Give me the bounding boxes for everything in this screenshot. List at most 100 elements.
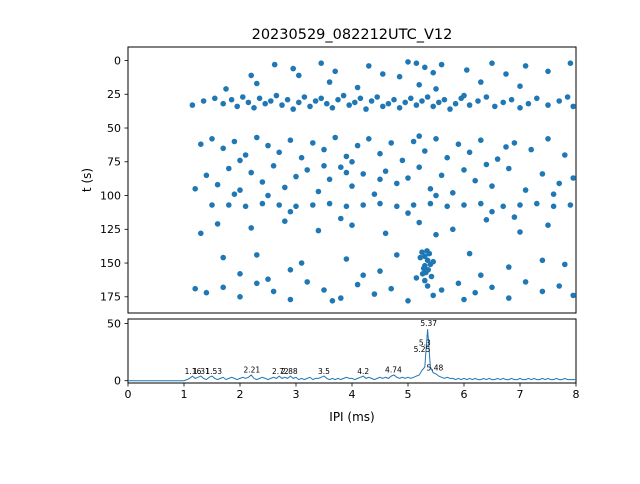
scatter-point <box>517 83 523 89</box>
scatter-point <box>570 175 576 181</box>
scatter-point <box>242 203 249 210</box>
scatter-point <box>562 152 568 158</box>
scatter-point <box>413 275 420 281</box>
y-tick-label: 25 <box>107 88 121 101</box>
scatter-point <box>240 94 246 100</box>
scatter-point <box>312 98 319 104</box>
scatter-point <box>430 103 437 110</box>
scatter-point <box>256 95 263 102</box>
scatter-point <box>410 202 417 208</box>
scatter-point <box>253 134 260 141</box>
scatter-point <box>363 106 369 112</box>
scatter-point <box>343 256 350 262</box>
scatter-point <box>276 202 283 208</box>
scatter-point <box>489 60 495 66</box>
scatter-point <box>483 161 490 168</box>
scatter-point <box>189 102 196 108</box>
scatter-point <box>483 94 490 100</box>
scatter-point <box>506 295 512 301</box>
scatter-point <box>360 272 367 279</box>
x-tick-label: 4 <box>349 388 356 401</box>
scatter-point <box>248 72 254 79</box>
scatter-point <box>307 103 313 110</box>
x-axis-label: IPI (ms) <box>329 410 374 424</box>
scatter-point <box>231 191 238 197</box>
scatter-point <box>287 296 294 303</box>
scatter-point <box>441 96 448 103</box>
scatter-point <box>290 65 297 72</box>
scatter-point <box>214 221 221 227</box>
scatter-point <box>377 200 383 207</box>
scatter-point <box>326 79 333 85</box>
scatter-point <box>567 60 574 66</box>
scatter-point <box>478 200 484 207</box>
scatter-point <box>237 187 243 193</box>
scatter-point <box>354 281 361 288</box>
scatter-point <box>287 267 294 273</box>
scatter-point <box>428 273 435 280</box>
scatter-point <box>455 141 462 147</box>
scatter-point <box>427 200 434 207</box>
scatter-point <box>304 167 311 173</box>
scatter-point <box>270 288 277 295</box>
scatter-point <box>416 164 423 170</box>
scatter-point <box>413 102 420 108</box>
scatter-point <box>388 285 395 292</box>
scatter-point <box>360 202 367 208</box>
scatter-point <box>396 73 403 80</box>
scatter-point <box>511 140 518 146</box>
scatter-point <box>492 103 498 110</box>
peak-annotation: 2.72 <box>272 367 289 376</box>
scatter-point <box>416 82 423 88</box>
scatter-point <box>282 184 288 191</box>
scatter-point <box>321 287 327 293</box>
scatter-point <box>405 298 411 304</box>
peak-annotation: 5.37 <box>420 319 437 328</box>
y-tick-label: 175 <box>100 291 121 304</box>
scatter-point <box>478 272 484 279</box>
scatter-point <box>326 176 333 183</box>
ipi-histogram-trace <box>128 329 576 382</box>
y-axis-label: t (s) <box>80 168 94 192</box>
peak-annotation: 4.74 <box>385 366 402 375</box>
scatter-point <box>296 72 302 79</box>
scatter-point <box>422 148 428 154</box>
scatter-point <box>253 252 260 258</box>
scatter-point <box>466 102 473 108</box>
scatter-point <box>424 248 430 254</box>
scatter-point <box>273 92 280 99</box>
scatter-point <box>545 102 551 108</box>
scatter-point <box>425 267 432 273</box>
scatter-point <box>284 96 291 103</box>
scatter-point <box>301 94 308 100</box>
scatter-point <box>417 254 424 261</box>
scatter-point <box>416 219 423 226</box>
scatter-point <box>377 268 383 274</box>
scatter-point <box>374 94 381 100</box>
scatter-point <box>522 187 529 193</box>
scatter-point <box>220 254 226 261</box>
scatter-point <box>343 153 350 160</box>
y-tick-label: 125 <box>100 223 121 236</box>
scatter-point <box>433 192 439 199</box>
scatter-point <box>338 215 344 222</box>
scatter-point <box>438 287 445 293</box>
scatter-point <box>430 292 437 299</box>
scatter-point <box>332 134 339 141</box>
scatter-point <box>405 210 411 216</box>
scatter-point <box>450 226 456 233</box>
scatter-point <box>318 60 325 66</box>
scatter-point <box>360 171 367 177</box>
scatter-point <box>296 99 302 106</box>
scatter-point <box>534 95 540 102</box>
scatter-point <box>346 102 353 108</box>
scatter-point <box>422 64 428 71</box>
scatter-point <box>550 203 557 210</box>
scatter-point <box>340 92 347 99</box>
scatter-point <box>234 103 240 110</box>
peak-annotation: 2.21 <box>243 366 260 375</box>
scatter-point <box>248 169 254 176</box>
scatter-point <box>315 227 322 234</box>
scatter-point <box>352 99 358 106</box>
scatter-point <box>377 176 383 183</box>
